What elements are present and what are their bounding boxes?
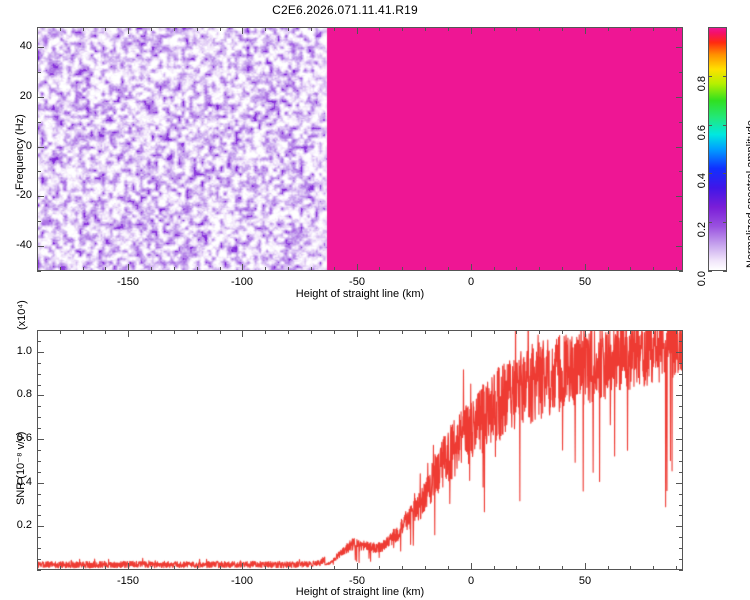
tick-label: 50 [578, 276, 592, 288]
colorbar-tick [723, 125, 727, 126]
colorbar-tick [723, 76, 727, 77]
tick-label: -100 [230, 575, 254, 587]
tick-label: 0 [467, 575, 475, 587]
colorbar-tick-label: 0.6 [696, 125, 708, 141]
colorbar-label: Normalized spectral amplitude [745, 120, 750, 268]
tick-label: 0.4 [16, 476, 32, 488]
colorbar-tick [708, 76, 712, 77]
colorbar-tick [723, 173, 727, 174]
tick-label: 1.0 [16, 345, 32, 357]
snr-plot-area [37, 330, 683, 570]
colorbar-tick [708, 222, 712, 223]
snr-y-axis-label: SNR (10⁻⁸ v/v) [15, 431, 27, 505]
tick-label: 0.6 [16, 432, 32, 444]
tick-label: 50 [578, 575, 592, 587]
colorbar-tick-label: 0.2 [696, 222, 708, 238]
colorbar-tick-label: 0.0 [696, 271, 708, 287]
tick-label: 0.2 [16, 519, 32, 531]
colorbar-tick [723, 222, 727, 223]
colorbar-tick [708, 125, 712, 126]
colorbar-tick [708, 173, 712, 174]
snr-x-axis-label: Height of straight line (km) [295, 586, 425, 598]
tick-label: 0 [467, 276, 475, 288]
spectrogram-x-axis-label: Height of straight line (km) [295, 288, 425, 300]
tick-label: -100 [230, 276, 254, 288]
page-title: C2E6.2026.071.11.41.R19 [272, 3, 418, 17]
spectrogram-y-axis-label: Frequency (Hz) [14, 114, 26, 190]
spectrogram-plot-area [37, 27, 683, 271]
tick-label: -150 [116, 276, 140, 288]
tick-label: -20 [16, 189, 32, 201]
tick-label: -40 [16, 239, 32, 251]
tick-label: 0 [25, 140, 32, 152]
colorbar-gradient [709, 28, 726, 270]
snr-line-series [38, 331, 682, 569]
spectrogram-image [38, 28, 682, 270]
tick-label: 20 [19, 90, 32, 102]
tick-label: -50 [349, 276, 365, 288]
tick-label: -150 [116, 575, 140, 587]
colorbar-tick [723, 271, 727, 272]
colorbar-tick-label: 0.4 [696, 173, 708, 189]
colorbar-tick [708, 271, 712, 272]
tick-label: 40 [19, 40, 32, 52]
colorbar [708, 27, 727, 271]
tick-label: 0.8 [16, 388, 32, 400]
snr-y-exponent-label: (x10⁴) [16, 300, 28, 330]
tick-label: -50 [349, 575, 365, 587]
colorbar-tick-label: 0.8 [696, 76, 708, 92]
